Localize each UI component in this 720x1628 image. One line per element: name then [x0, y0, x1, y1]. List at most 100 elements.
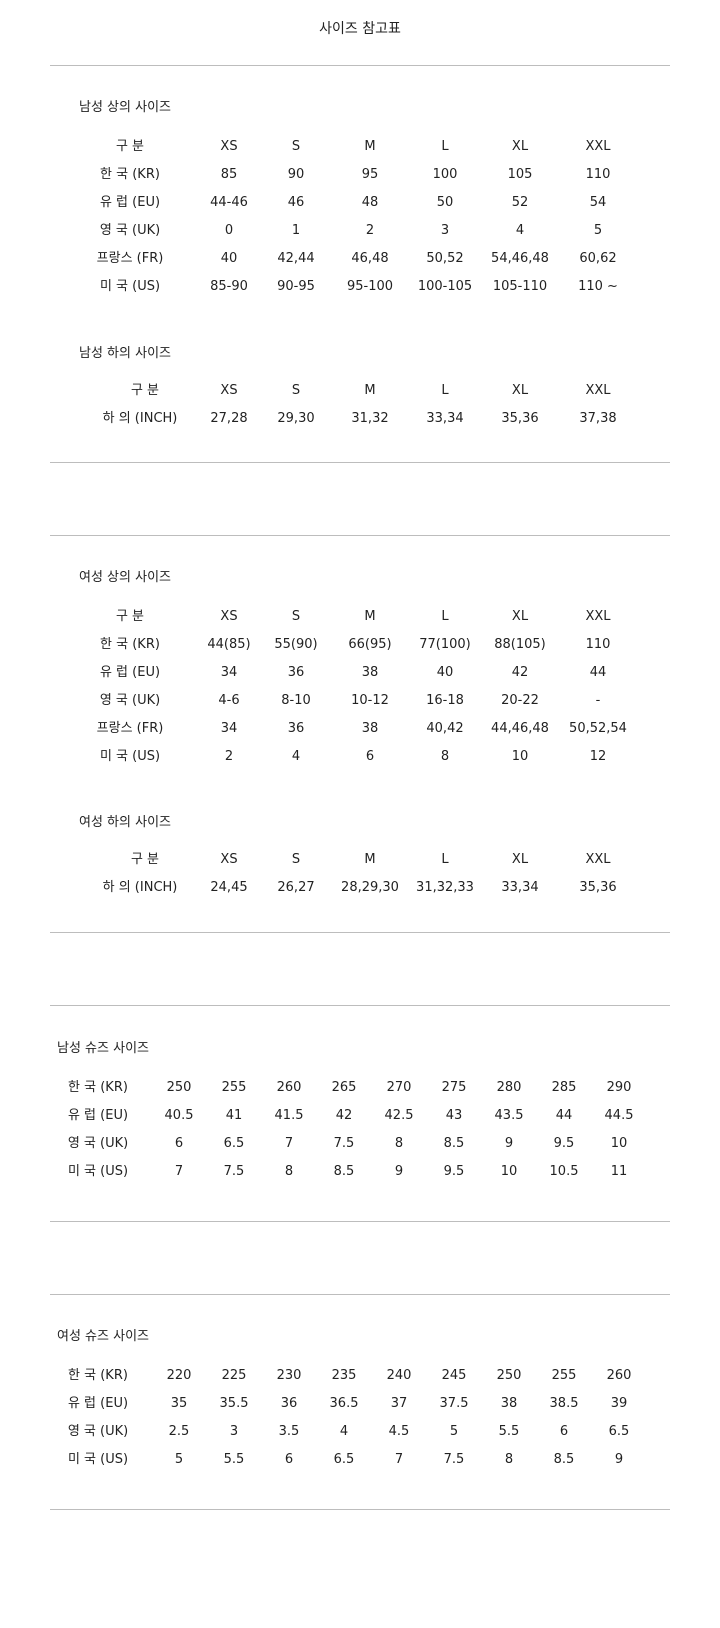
table-cell: 44,46,48: [491, 721, 549, 736]
table-cell: 7: [284, 1136, 294, 1151]
men-shoes-title: 남성 슈즈 사이즈: [57, 1041, 149, 1056]
table-row: 하 의 (INCH) 27,28 29,30 31,32 33,34 35,36 37,38: [0, 409, 720, 429]
table-cell: 34: [220, 721, 238, 736]
table-cell: 50,52: [426, 251, 464, 266]
table-cell: 40.5: [164, 1108, 194, 1123]
table-row: 미 국 (US) 85-90 90-95 95-100 100-105 105-110 11…: [0, 277, 720, 297]
women-bottom-title: 여성 하의 사이즈: [79, 815, 171, 830]
table-cell: 8: [284, 1164, 294, 1179]
table-row: 영 국 (UK) 0 1 2 3 4 5: [0, 221, 720, 241]
men-top-title: 남성 상의 사이즈: [79, 100, 171, 115]
table-cell: 41: [225, 1108, 243, 1123]
table-cell: 9.5: [443, 1164, 465, 1179]
table-cell: 2.5: [168, 1424, 190, 1439]
divider: [50, 1509, 670, 1510]
women-top-title: 여성 상의 사이즈: [79, 570, 171, 585]
table-cell: 42,44: [277, 251, 315, 266]
table-cell: 12: [589, 749, 607, 764]
table-cell: 50,52,54: [569, 721, 627, 736]
table-cell: 225: [221, 1368, 247, 1383]
table-cell: 38: [500, 1396, 518, 1411]
table-cell: 54: [589, 195, 607, 210]
table-cell: 10.5: [549, 1164, 579, 1179]
women-shoes-title: 여성 슈즈 사이즈: [57, 1329, 149, 1344]
table-cell: -: [595, 693, 601, 708]
table-cell: 7: [394, 1452, 404, 1467]
table-cell: 16-18: [426, 693, 464, 708]
column-header: L: [441, 139, 449, 154]
table-header-row: 구 분 XS S M L XL XXL: [0, 381, 720, 401]
table-cell: 60,62: [579, 251, 617, 266]
table-cell: 105-110: [492, 279, 548, 294]
table-cell: 31,32: [351, 411, 389, 426]
table-cell: 2: [224, 749, 234, 764]
table-cell: 6.5: [608, 1424, 630, 1439]
table-cell: 7.5: [223, 1164, 245, 1179]
table-cell: 27,28: [210, 411, 248, 426]
divider: [50, 1005, 670, 1006]
table-cell: 10-12: [351, 693, 389, 708]
table-cell: 105: [507, 167, 533, 182]
table-cell: 38: [361, 721, 379, 736]
table-cell: 10: [511, 749, 529, 764]
table-cell: 230: [276, 1368, 302, 1383]
table-cell: 44-46: [210, 195, 248, 210]
table-cell: 31,32,33: [416, 880, 474, 895]
table-cell: 8: [504, 1452, 514, 1467]
table-cell: 34: [220, 665, 238, 680]
table-cell: 52: [511, 195, 529, 210]
table-cell: 6.5: [333, 1452, 355, 1467]
row-label: 구 분: [115, 139, 145, 154]
table-cell: 110 ~: [578, 279, 618, 294]
row-label: 유 럽 (EU): [99, 665, 161, 680]
table-cell: 9: [504, 1136, 514, 1151]
table-cell: 4.5: [388, 1424, 410, 1439]
table-cell: 43: [445, 1108, 463, 1123]
table-cell: 285: [551, 1080, 577, 1095]
column-header: M: [364, 852, 376, 867]
divider: [50, 1221, 670, 1222]
table-cell: 44: [589, 665, 607, 680]
table-cell: 95: [361, 167, 379, 182]
row-label: 하 의 (INCH): [102, 411, 178, 426]
table-cell: 8.5: [553, 1452, 575, 1467]
table-cell: 10: [500, 1164, 518, 1179]
row-label: 영 국 (UK): [67, 1136, 129, 1151]
row-label: 미 국 (US): [99, 279, 161, 294]
table-row: 유 럽 (EU) 35 35.5 36 36.5 37 37.5 38 38.5 39: [0, 1394, 720, 1414]
column-header: S: [291, 852, 301, 867]
column-header: L: [441, 383, 449, 398]
table-cell: 20-22: [501, 693, 539, 708]
table-cell: 110: [585, 167, 611, 182]
table-cell: 38.5: [549, 1396, 579, 1411]
table-cell: 270: [386, 1080, 412, 1095]
table-cell: 3.5: [278, 1424, 300, 1439]
table-cell: 255: [551, 1368, 577, 1383]
table-cell: 5.5: [498, 1424, 520, 1439]
table-cell: 33,34: [426, 411, 464, 426]
table-cell: 7: [174, 1164, 184, 1179]
row-label: 유 럽 (EU): [99, 195, 161, 210]
table-cell: 44(85): [207, 637, 251, 652]
table-cell: 46,48: [351, 251, 389, 266]
row-label: 영 국 (UK): [99, 223, 161, 238]
table-row: 영 국 (UK) 4-6 8-10 10-12 16-18 20-22 -: [0, 691, 720, 711]
column-header: M: [364, 609, 376, 624]
table-cell: 33,34: [501, 880, 539, 895]
table-cell: 35.5: [219, 1396, 249, 1411]
row-label: 프랑스 (FR): [96, 251, 164, 266]
table-cell: 40: [220, 251, 238, 266]
divider: [50, 1294, 670, 1295]
table-header-row: 구 분 XS S M L XL XXL: [0, 137, 720, 157]
table-cell: 28,29,30: [341, 880, 399, 895]
table-cell: 240: [386, 1368, 412, 1383]
table-cell: 5: [174, 1452, 184, 1467]
table-row: 한 국 (KR) 220 225 230 235 240 245 250 255 260: [0, 1366, 720, 1386]
page-title: 사이즈 참고표: [319, 21, 401, 37]
column-header: XS: [220, 852, 238, 867]
table-cell: 95-100: [346, 279, 394, 294]
table-row: 영 국 (UK) 6 6.5 7 7.5 8 8.5 9 9.5 10: [0, 1134, 720, 1154]
table-row: 유 럽 (EU) 34 36 38 40 42 44: [0, 663, 720, 683]
column-header: M: [364, 139, 376, 154]
table-cell: 6: [559, 1424, 569, 1439]
